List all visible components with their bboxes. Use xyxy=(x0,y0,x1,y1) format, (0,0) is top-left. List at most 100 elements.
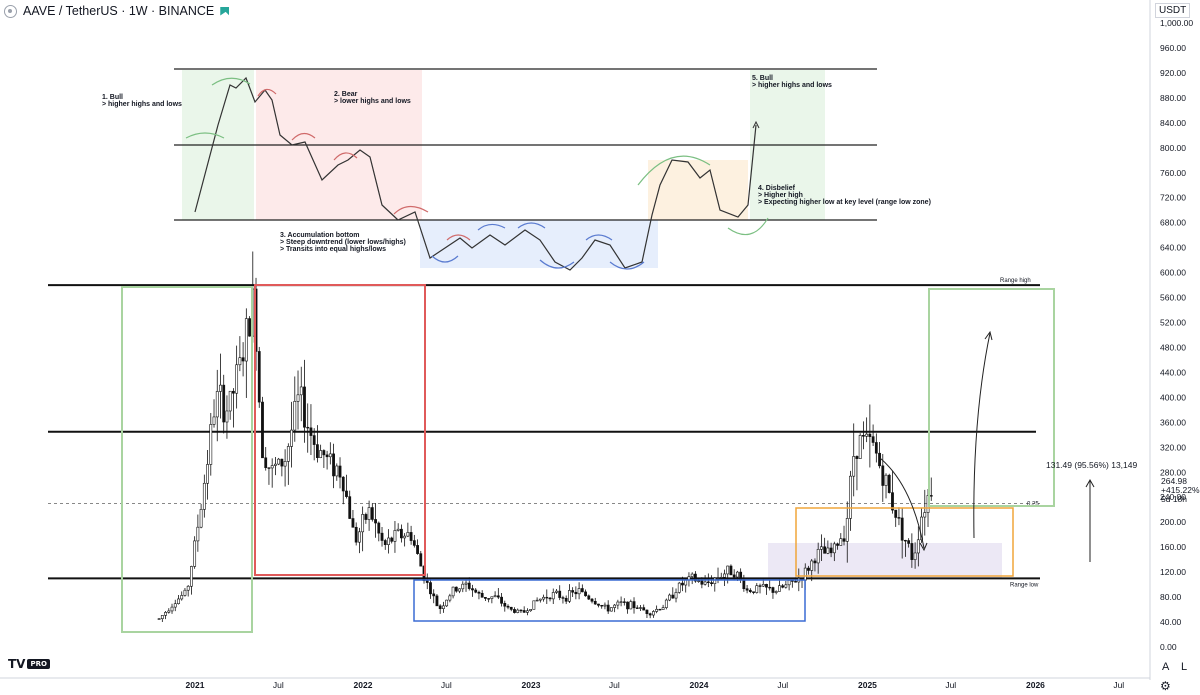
y-tick-label: 560.00 xyxy=(1160,293,1186,303)
candle xyxy=(354,522,358,546)
candle-body-up xyxy=(361,514,365,533)
candle xyxy=(438,604,442,614)
candle xyxy=(286,443,290,485)
candle-body-down xyxy=(910,543,914,560)
candle xyxy=(283,449,287,487)
candle xyxy=(244,308,248,398)
candle-body-down xyxy=(548,597,552,600)
candle xyxy=(816,542,820,574)
candle-body-down xyxy=(454,586,458,592)
candle xyxy=(209,412,213,476)
candle-body-down xyxy=(257,351,261,403)
candle-body-up xyxy=(526,610,529,613)
chart-title[interactable]: AAVE / TetherUS · 1W · BINANCE xyxy=(23,4,215,18)
candle xyxy=(409,525,413,545)
candle xyxy=(664,598,668,610)
price-axis[interactable]: 0.00 40.00 80.00 120.00 160.00 200.00 240.00 28… xyxy=(1149,0,1193,680)
candle-body-up xyxy=(180,595,184,600)
candle-body-up xyxy=(816,548,820,564)
countdown-label: 5d 18h xyxy=(1161,494,1187,504)
candle xyxy=(361,506,365,552)
candle-body-up xyxy=(393,530,397,542)
candle-body-down xyxy=(894,509,898,518)
change-label: +415.22% xyxy=(1161,485,1200,495)
candle-body-down xyxy=(871,436,875,443)
candle xyxy=(193,536,197,569)
candle xyxy=(832,541,836,562)
tradingview-logo: TV PRO xyxy=(8,657,50,671)
y-tick-label: 520.00 xyxy=(1160,318,1186,328)
candle-body-up xyxy=(442,605,445,609)
candle xyxy=(416,539,419,555)
candle-body-up xyxy=(577,588,581,595)
swing-arcs xyxy=(185,77,769,270)
candle-body-up xyxy=(225,410,229,423)
candle-body-up xyxy=(661,607,665,610)
arc-red-1 xyxy=(257,88,277,97)
candle-body-up xyxy=(516,609,520,613)
bear-box xyxy=(254,284,426,576)
y-tick-label: 840.00 xyxy=(1160,118,1186,128)
candle-body-down xyxy=(887,474,891,493)
arc-blue-1 xyxy=(431,255,459,263)
horizontal-levels: Range high 0.25 Range low xyxy=(48,278,1040,588)
candle xyxy=(429,578,432,599)
time-axis[interactable]: 2021 Jul 2022 Jul 2023 Jul 2024 Jul 2025 Jul 2026 J… xyxy=(0,677,1150,690)
candle-body-up xyxy=(177,598,180,604)
candle-body-down xyxy=(370,507,374,520)
candle xyxy=(212,399,216,428)
candle-body-down xyxy=(929,495,933,497)
phase-boxes xyxy=(121,284,1055,633)
log-scale-button[interactable]: L xyxy=(1181,661,1188,673)
candle-body-down xyxy=(545,596,549,599)
flag-icon[interactable] xyxy=(220,6,230,16)
candle xyxy=(490,596,494,604)
candle-body-up xyxy=(865,433,869,437)
candle-body-up xyxy=(367,507,371,520)
candle-body-down xyxy=(590,598,594,602)
candle-body-down xyxy=(574,591,578,595)
candle-body-up xyxy=(858,435,862,459)
currency-selector[interactable]: USDT xyxy=(1155,3,1191,18)
candle-body-down xyxy=(261,401,264,459)
candle xyxy=(390,536,394,544)
candle-body-down xyxy=(836,543,839,546)
auto-scale-button[interactable]: A xyxy=(1162,661,1170,673)
candle-body-up xyxy=(286,446,290,462)
purple-zone xyxy=(768,543,1002,578)
candle xyxy=(590,597,594,604)
arc-red-3 xyxy=(333,152,358,161)
candle-body-up xyxy=(535,599,539,602)
candle-body-down xyxy=(474,589,478,593)
candle xyxy=(206,449,209,500)
candle xyxy=(186,585,190,597)
candle-body-up xyxy=(820,546,823,550)
candle-body-down xyxy=(904,539,907,542)
candle-body-up xyxy=(186,585,190,591)
candle xyxy=(345,474,348,499)
candle-body-down xyxy=(248,318,251,337)
candle xyxy=(694,571,697,583)
gear-icon[interactable]: ⚙ xyxy=(1160,679,1171,693)
candle-body-up xyxy=(335,465,339,477)
candle-body-down xyxy=(374,519,377,524)
candle xyxy=(929,477,933,501)
candle-body-down xyxy=(671,594,675,599)
candle xyxy=(723,569,726,586)
candle xyxy=(235,345,239,409)
candle xyxy=(635,605,639,609)
candle xyxy=(299,366,303,422)
candle xyxy=(871,424,875,447)
candle xyxy=(542,594,545,602)
arc-green-4 xyxy=(727,217,769,236)
annotation-3-detail: > Steep downtrend (lower lows/highs) xyxy=(280,239,406,246)
candle-body-up xyxy=(283,461,287,467)
candle-body-down xyxy=(306,426,310,429)
candle-body-down xyxy=(681,582,684,586)
candle-body-down xyxy=(241,357,245,362)
candle xyxy=(642,604,646,611)
candle xyxy=(768,579,772,591)
candle xyxy=(774,590,778,595)
candle-body-up xyxy=(490,596,494,599)
